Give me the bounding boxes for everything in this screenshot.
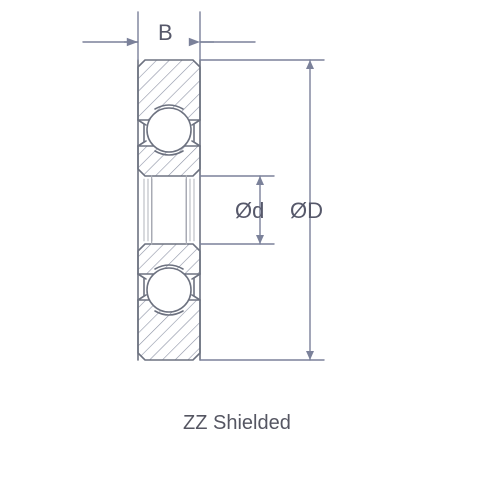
caption: ZZ Shielded <box>183 412 291 435</box>
outer-diameter-label: ØD <box>290 198 323 224</box>
width-label: B <box>158 20 173 46</box>
inner-diameter-label: Ød <box>235 198 264 224</box>
bearing-diagram: B Ød ØD ZZ Shielded <box>0 0 500 500</box>
